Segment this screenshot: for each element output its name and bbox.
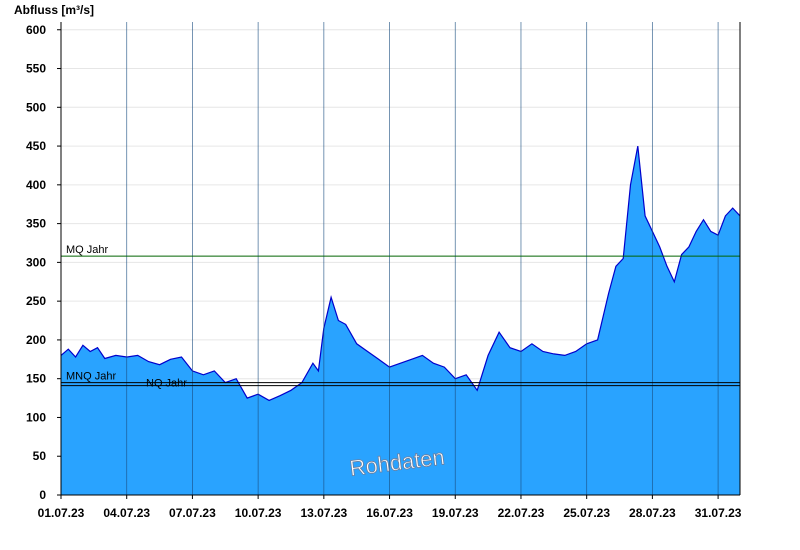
y-tick-label-600: 600 (26, 23, 46, 37)
x-tick-label-28.07.23: 28.07.23 (629, 506, 676, 520)
reference-label-2: NQ Jahr (146, 378, 187, 390)
reference-label-1: MNQ Jahr (66, 371, 116, 383)
x-tick-label-22.07.23: 22.07.23 (498, 506, 545, 520)
discharge-area (61, 146, 740, 495)
x-tick-label-16.07.23: 16.07.23 (366, 506, 413, 520)
x-tick-label-01.07.23: 01.07.23 (38, 506, 85, 520)
y-tick-label-500: 500 (26, 100, 46, 114)
y-tick-label-400: 400 (26, 178, 46, 192)
day-marker-lines (126, 22, 719, 495)
y-tick-label-250: 250 (26, 294, 46, 308)
x-tick-label-10.07.23: 10.07.23 (235, 506, 282, 520)
x-tick-labels: 01.07.23 04.07.23 07.07.23 10.07.23 13.07.23… (38, 495, 742, 520)
y-tick-label-350: 350 (26, 217, 46, 231)
y-tick-labels: 0 50 100 150 200 250 300 350 400 450 500 550 600 (26, 23, 61, 502)
y-tick-label-0: 0 (39, 488, 46, 502)
x-tick-label-13.07.23: 13.07.23 (300, 506, 347, 520)
y-tick-label-100: 100 (26, 410, 46, 424)
x-tick-label-04.07.23: 04.07.23 (103, 506, 150, 520)
reference-label-0: MQ Jahr (66, 244, 109, 256)
discharge-series (60, 145, 741, 495)
x-tick-label-07.07.23: 07.07.23 (169, 506, 216, 520)
y-tick-label-50: 50 (33, 449, 47, 463)
y-tick-label-550: 550 (26, 62, 46, 76)
y-tick-label-200: 200 (26, 333, 46, 347)
x-tick-label-31.07.23: 31.07.23 (695, 506, 742, 520)
reference-lines: MQ Jahr MNQ Jahr NQ Jahr (61, 244, 740, 390)
x-tick-label-19.07.23: 19.07.23 (432, 506, 479, 520)
y-tick-label-150: 150 (26, 372, 46, 386)
y-tick-label-300: 300 (26, 255, 46, 269)
y-tick-label-450: 450 (26, 139, 46, 153)
axes (60, 22, 741, 496)
x-tick-label-25.07.23: 25.07.23 (563, 506, 610, 520)
y-axis-label: Abfluss [m³/s] (14, 3, 94, 17)
